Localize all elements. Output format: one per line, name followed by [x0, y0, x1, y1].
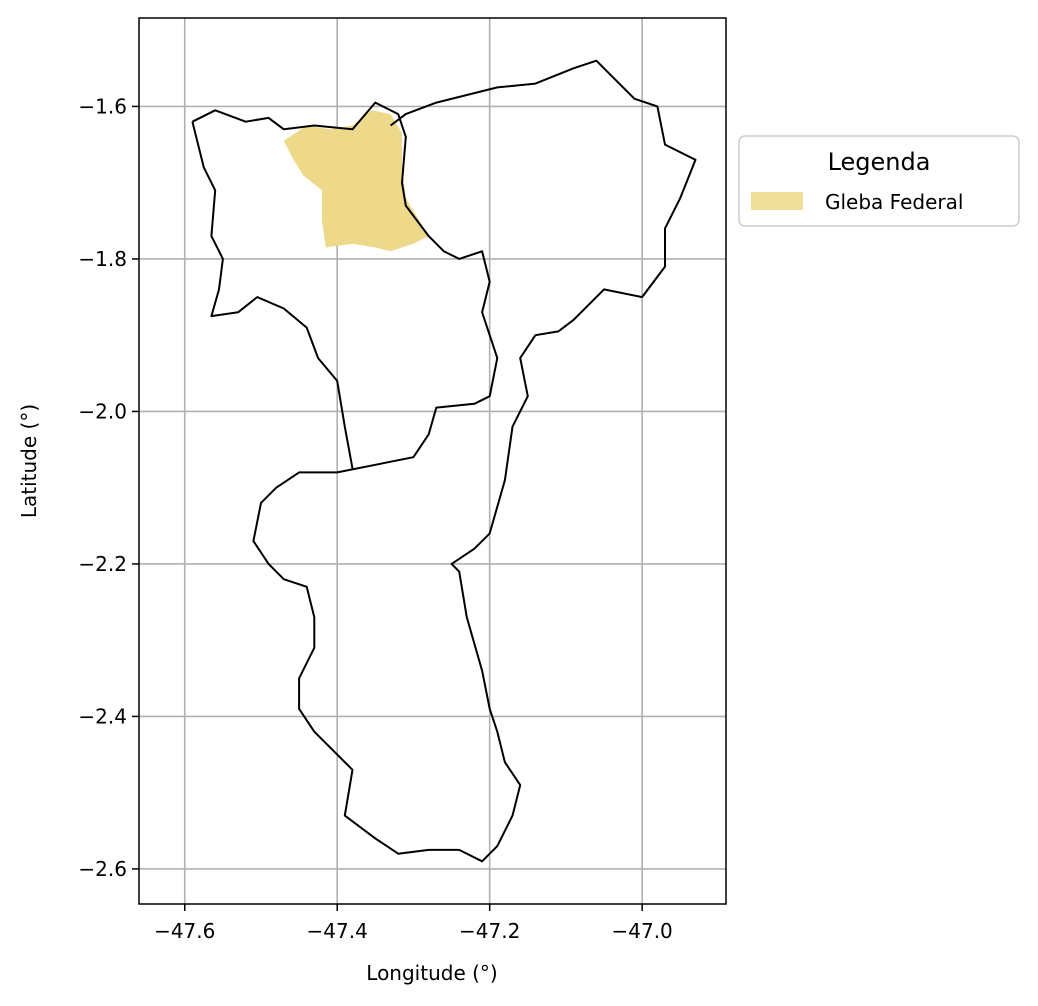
x-tick-label: −47.6 [154, 919, 215, 943]
x-tick-label: −47.4 [307, 919, 368, 943]
plot-frame [138, 17, 727, 905]
grid-lines [139, 18, 726, 904]
gleba-federal-layer [283, 110, 429, 252]
boundary-layer [191, 59, 697, 863]
legend-box [738, 135, 1020, 227]
y-tick-label: −2.6 [78, 857, 127, 881]
legend-title: Legenda [828, 148, 931, 176]
y-tick-label: −2.0 [78, 399, 127, 423]
legend-label-gleba-federal: Gleba Federal [825, 190, 963, 214]
municipal-boundary-line [191, 121, 354, 469]
gleba-federal-area [283, 110, 429, 252]
x-tick-label: −47.2 [459, 919, 520, 943]
municipal-boundary-line [191, 59, 697, 863]
y-tick-label: −1.6 [78, 94, 127, 118]
axis-ticks: −47.6 −47.4 −47.2 −47.0 −1.6 −1.8 −2.0 −2.2 −2.4… [78, 94, 672, 943]
y-tick-label: −2.2 [78, 552, 127, 576]
x-axis-title: Longitude (°) [366, 961, 497, 985]
y-axis-title: Latitude (°) [17, 404, 41, 518]
y-tick-label: −2.4 [78, 704, 127, 728]
legend: Legenda Gleba Federal [738, 135, 1020, 227]
x-tick-label: −47.0 [611, 919, 672, 943]
y-tick-label: −1.8 [78, 247, 127, 271]
legend-swatch-gleba-federal [751, 192, 803, 210]
